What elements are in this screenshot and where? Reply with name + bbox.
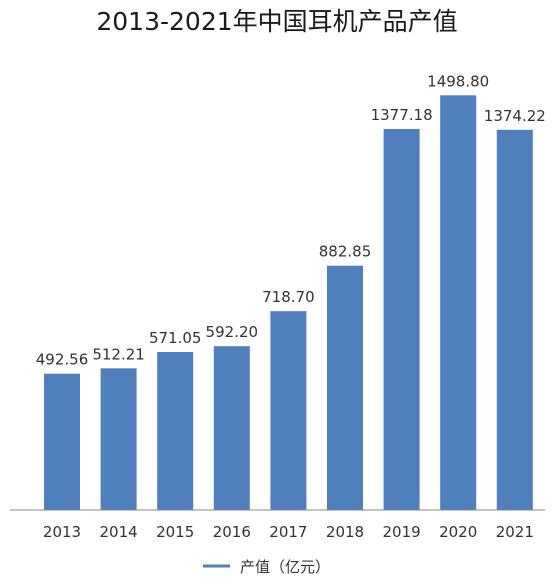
- bar-2014: [100, 368, 137, 510]
- value-label-2018: 882.85: [319, 243, 372, 261]
- x-tick-2015: 2015: [156, 523, 194, 541]
- value-label-2019: 1377.18: [371, 106, 433, 124]
- x-tick-labels-group: 2013 2014 2015 2016 2017 2018 2019 2020 2021: [43, 523, 534, 541]
- x-tick-2017: 2017: [269, 523, 307, 541]
- value-label-2015: 571.05: [149, 329, 202, 347]
- bar-2021: [496, 129, 533, 511]
- bars-group: [44, 95, 533, 511]
- x-tick-2018: 2018: [326, 523, 364, 541]
- x-tick-2019: 2019: [383, 523, 421, 541]
- legend: 产值（亿元）: [203, 558, 330, 576]
- x-tick-2013: 2013: [43, 523, 81, 541]
- bar-2016: [213, 346, 250, 510]
- value-label-2021: 1374.22: [484, 107, 546, 125]
- legend-label: 产值（亿元）: [240, 558, 330, 576]
- x-tick-2021: 2021: [496, 523, 534, 541]
- bar-2019: [383, 129, 420, 510]
- bar-2013: [44, 373, 80, 510]
- value-label-2016: 592.20: [206, 323, 259, 341]
- value-label-2020: 1498.80: [427, 72, 489, 90]
- chart-title: 2013-2021年中国耳机产品产值: [96, 7, 457, 36]
- x-tick-2014: 2014: [100, 523, 138, 541]
- bar-2018: [327, 265, 363, 510]
- bar-2017: [270, 311, 307, 510]
- x-tick-2016: 2016: [213, 523, 251, 541]
- bar-2020: [440, 95, 477, 511]
- value-label-2017: 718.70: [262, 288, 315, 306]
- bar-2015: [157, 352, 194, 510]
- x-tick-2020: 2020: [439, 523, 477, 541]
- value-label-2014: 512.21: [92, 345, 145, 363]
- value-label-2013: 492.56: [36, 351, 89, 369]
